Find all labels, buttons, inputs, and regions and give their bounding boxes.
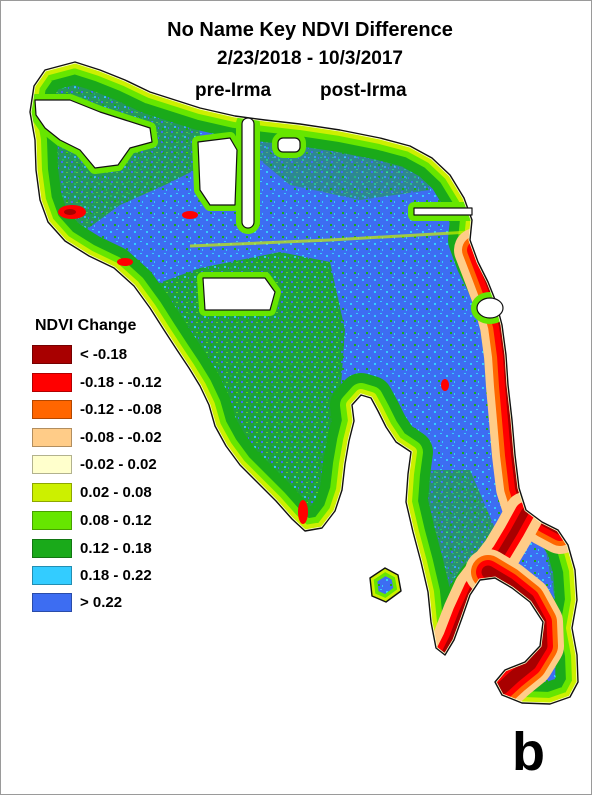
legend-label: > 0.22 (80, 594, 123, 611)
legend-item: -0.02 - 0.02 (32, 455, 157, 474)
no-data-features (34, 99, 504, 319)
canal (241, 117, 255, 229)
legend-item: -0.08 - -0.02 (32, 428, 162, 447)
road-line (189, 230, 471, 248)
map-title: No Name Key NDVI Difference (167, 19, 453, 41)
northwest-lagoon (34, 99, 153, 169)
legend-swatch (32, 483, 72, 502)
legend-swatch (32, 566, 72, 585)
legend-item: -0.18 - -0.12 (32, 373, 162, 392)
east-coast-inlet (476, 297, 504, 319)
legend-item: 0.08 - 0.12 (32, 511, 152, 530)
legend-item: -0.12 - -0.08 (32, 400, 162, 419)
legend-swatch (32, 345, 72, 364)
legend-label: -0.08 - -0.02 (80, 429, 162, 446)
legend-label: 0.18 - 0.22 (80, 567, 152, 584)
legend-swatch (32, 593, 72, 612)
legend-item: < -0.18 (32, 345, 127, 364)
legend-item: 0.18 - 0.22 (32, 566, 152, 585)
post-irma-label: post-Irma (320, 80, 407, 101)
north-building-block (197, 137, 238, 206)
quarry-pond (202, 277, 276, 311)
legend-swatch (32, 428, 72, 447)
panel-label: b (512, 722, 545, 782)
legend-swatch (32, 400, 72, 419)
legend-label: -0.02 - 0.02 (80, 456, 157, 473)
legend-label: 0.02 - 0.08 (80, 484, 152, 501)
legend-item: > 0.22 (32, 593, 122, 612)
mixed-green-zone-west (140, 252, 345, 530)
legend-swatch (32, 455, 72, 474)
east-road (413, 207, 473, 216)
legend-item: 0.02 - 0.08 (32, 483, 152, 502)
legend-swatch (32, 373, 72, 392)
legend-label: -0.12 - -0.08 (80, 401, 162, 418)
legend-swatch (32, 511, 72, 530)
legend-swatch (32, 539, 72, 558)
legend-label: -0.18 - -0.12 (80, 374, 162, 391)
legend-item: 0.12 - 0.18 (32, 539, 152, 558)
legend: NDVI Change < -0.18 -0.18 - -0.12 -0.12 … (32, 317, 212, 617)
legend-title: NDVI Change (35, 317, 137, 334)
pre-irma-label: pre-Irma (195, 80, 272, 101)
legend-label: 0.12 - 0.18 (80, 540, 152, 557)
small-block (277, 137, 301, 153)
date-range: 2/23/2018 - 10/3/2017 (217, 48, 403, 69)
legend-label: < -0.18 (80, 346, 128, 363)
legend-label: 0.08 - 0.12 (80, 512, 152, 529)
loss-patches (58, 205, 449, 524)
